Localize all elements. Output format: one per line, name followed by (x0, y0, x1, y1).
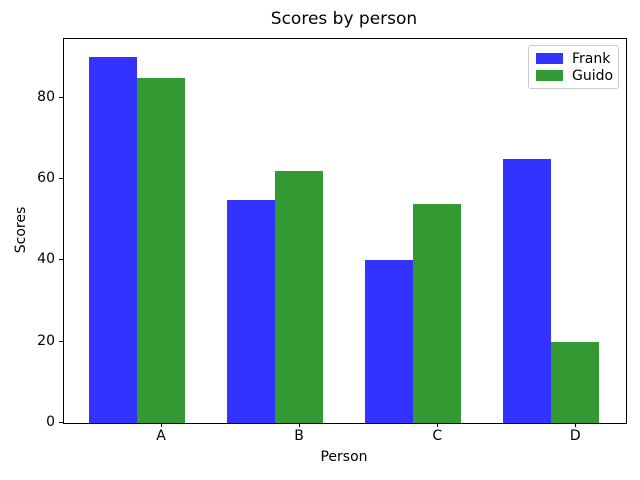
x-tick-mark-B (299, 423, 301, 427)
x-tick-label-D: D (569, 428, 581, 444)
legend: Frank Guido (528, 45, 619, 89)
y-tick-label-60: 60 (37, 170, 55, 187)
legend-label-guido: Guido (572, 67, 614, 84)
y-tick-label-80: 80 (37, 88, 55, 105)
y-tick-label-0: 0 (46, 414, 55, 430)
y-tick-label-40: 40 (37, 251, 55, 268)
plot-area (63, 38, 627, 424)
y-tick-label-20: 20 (37, 332, 55, 349)
bar-frank-B (226, 199, 275, 423)
y-tick-mark-0 (59, 422, 63, 423)
y-tick-mark-20 (59, 340, 63, 342)
x-tick-mark-D (575, 423, 577, 427)
x-tick-label-A: A (156, 428, 166, 444)
x-tick-mark-C (437, 423, 439, 427)
chart-title: Scores by person (270, 9, 418, 29)
legend-label-frank: Frank (572, 50, 611, 67)
bar-guido-D (551, 341, 600, 423)
bar-frank-A (88, 57, 137, 423)
y-tick-mark-80 (59, 96, 63, 98)
legend-item-frank: Frank (536, 51, 611, 67)
bar-guido-C (413, 203, 462, 423)
y-axis-label: Scores (13, 206, 29, 254)
bar-frank-D (502, 158, 552, 423)
bar-guido-A (136, 77, 186, 423)
legend-item-guido: Guido (536, 67, 614, 84)
legend-swatch-guido (536, 70, 563, 81)
bar-guido-B (274, 171, 324, 423)
x-axis-label: Person (320, 449, 368, 465)
x-tick-mark-A (161, 423, 163, 427)
x-tick-label-B: B (294, 428, 304, 444)
y-tick-mark-40 (59, 259, 63, 261)
x-tick-label-C: C (432, 428, 443, 444)
bar-frank-C (364, 260, 414, 423)
y-tick-mark-60 (59, 178, 63, 180)
legend-swatch-frank (536, 53, 563, 64)
